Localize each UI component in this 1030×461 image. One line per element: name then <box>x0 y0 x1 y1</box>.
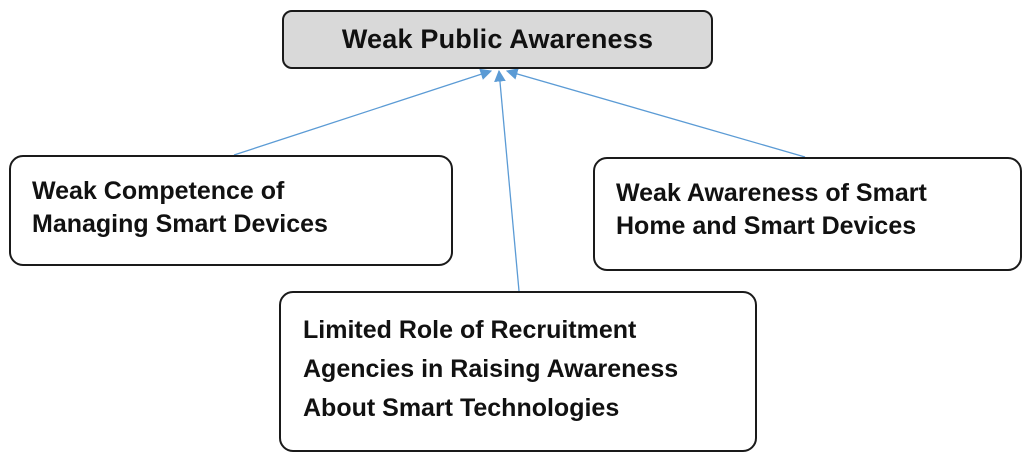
arrow-bottom-to-root <box>494 69 520 292</box>
cause-node-label-line: About Smart Technologies <box>303 393 620 422</box>
cause-node-label-line: Weak Competence of <box>32 177 285 205</box>
cause-node-recruitment: Limited Role of Recruitment Agencies in … <box>279 291 757 452</box>
root-node-label: Weak Public Awareness <box>341 23 654 54</box>
arrow-left-to-root <box>233 68 493 156</box>
cause-node-awareness: Weak Awareness of Smart Home and Smart D… <box>593 157 1022 271</box>
cause-node-label-line: Managing Smart Devices <box>32 210 328 238</box>
cause-node-label-line: Weak Awareness of Smart <box>616 179 927 207</box>
cause-node-label-line: Agencies in Raising Awareness <box>303 354 679 383</box>
cause-node-label-line: Limited Role of Recruitment <box>303 316 637 344</box>
arrow-right-to-root <box>505 68 806 158</box>
cause-node-competence: Weak Competence of Managing Smart Device… <box>9 155 453 266</box>
cause-node-label-line: Home and Smart Devices <box>616 212 917 240</box>
root-node: Weak Public Awareness <box>282 10 713 69</box>
